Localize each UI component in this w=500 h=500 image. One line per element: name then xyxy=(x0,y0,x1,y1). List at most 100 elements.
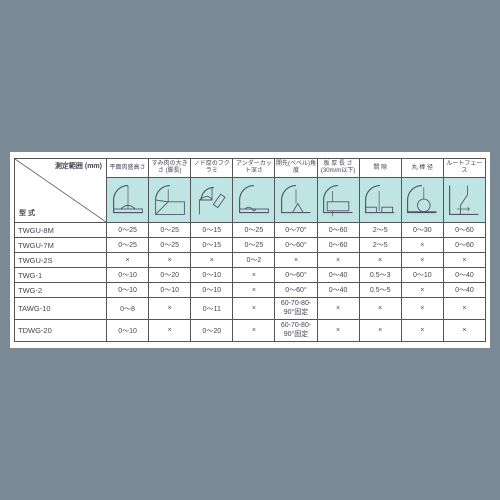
value-cell: × xyxy=(107,253,149,268)
value-cell: × xyxy=(317,320,359,342)
value-cell: × xyxy=(149,320,191,342)
value-cell: × xyxy=(149,253,191,268)
value-cell: × xyxy=(443,320,485,342)
model-cell: TWGU-7M xyxy=(15,238,107,253)
value-cell: 0～60° xyxy=(275,283,317,298)
spec-table: 測定範囲 (mm) 型 式 平面肉盛高さ すみ肉の大きさ (脚長) ノド厚のフク… xyxy=(14,158,486,342)
value-cell: 0～25 xyxy=(107,223,149,238)
diagram-icon xyxy=(149,178,191,223)
diagram-icon xyxy=(359,178,401,223)
col-hdr-1: すみ肉の大きさ (脚長) xyxy=(149,159,191,178)
value-cell: 0～10 xyxy=(107,320,149,342)
value-cell: 0～10 xyxy=(107,268,149,283)
value-cell: 2～5 xyxy=(359,223,401,238)
col-hdr-3: アンダーカット深さ xyxy=(233,159,275,178)
model-cell: TWGU-2S xyxy=(15,253,107,268)
value-cell: × xyxy=(191,253,233,268)
col-hdr-7: 丸 棒 径 xyxy=(401,159,443,178)
value-cell: 0～40 xyxy=(443,268,485,283)
value-cell: 0～60 xyxy=(317,223,359,238)
value-cell: 60-70-80-90°固定 xyxy=(275,320,317,342)
value-cell: 0～10 xyxy=(149,283,191,298)
value-cell: × xyxy=(233,268,275,283)
diagram-icon xyxy=(275,178,317,223)
table-row: TWG-20～100～100～10×0～60°0～400.5～5×0～40 xyxy=(15,283,486,298)
value-cell: 0.5～3 xyxy=(359,268,401,283)
table-row: TAWG-100～8×0～11×60-70-80-90°固定×××× xyxy=(15,298,486,320)
value-cell: × xyxy=(443,253,485,268)
value-cell: 0～40 xyxy=(317,283,359,298)
value-cell: × xyxy=(317,253,359,268)
table-row: TWGU-8M0～250～250～150～250～70°0～602～50～300… xyxy=(15,223,486,238)
value-cell: 0～70° xyxy=(275,223,317,238)
value-cell: 0～25 xyxy=(149,223,191,238)
model-cell: TWG-1 xyxy=(15,268,107,283)
col-hdr-6: 間 隙 xyxy=(359,159,401,178)
value-cell: 0～60 xyxy=(443,223,485,238)
value-cell: 0～10 xyxy=(191,268,233,283)
value-cell: × xyxy=(401,238,443,253)
value-cell: 60-70-80-90°固定 xyxy=(275,298,317,320)
value-cell: 0.5～5 xyxy=(359,283,401,298)
value-cell: 0～15 xyxy=(191,238,233,253)
value-cell: × xyxy=(401,283,443,298)
value-cell: 0～25 xyxy=(149,238,191,253)
corner-header: 測定範囲 (mm) 型 式 xyxy=(15,159,107,223)
value-cell: 2～5 xyxy=(359,238,401,253)
value-cell: 0～60 xyxy=(443,238,485,253)
value-cell: 0～2 xyxy=(233,253,275,268)
spec-sheet: 測定範囲 (mm) 型 式 平面肉盛高さ すみ肉の大きさ (脚長) ノド厚のフク… xyxy=(10,152,490,348)
value-cell: × xyxy=(401,298,443,320)
value-cell: 0～40 xyxy=(317,268,359,283)
model-cell: TAWG-10 xyxy=(15,298,107,320)
value-cell: 0～10 xyxy=(107,283,149,298)
value-cell: 0～40 xyxy=(443,283,485,298)
table-body: TWGU-8M0～250～250～150～250～70°0～602～50～300… xyxy=(15,223,486,342)
value-cell: × xyxy=(275,253,317,268)
value-cell: 0～20 xyxy=(191,320,233,342)
model-cell: TWGU-8M xyxy=(15,223,107,238)
value-cell: × xyxy=(149,298,191,320)
value-cell: × xyxy=(401,253,443,268)
col-hdr-5: 板 厚 長 さ (30m/m以下) xyxy=(317,159,359,178)
value-cell: × xyxy=(233,320,275,342)
value-cell: 0～25 xyxy=(233,223,275,238)
range-label: 測定範囲 (mm) xyxy=(55,163,102,171)
value-cell: × xyxy=(401,320,443,342)
diagram-icon xyxy=(317,178,359,223)
value-cell: 0～20 xyxy=(149,268,191,283)
diagram-icon xyxy=(191,178,233,223)
model-cell: TWG-2 xyxy=(15,283,107,298)
value-cell: 0～25 xyxy=(233,238,275,253)
value-cell: × xyxy=(359,253,401,268)
value-cell: 0～60° xyxy=(275,268,317,283)
diagram-icon xyxy=(443,178,485,223)
table-row: TWG-10～100～200～10×0～60°0～400.5～30～100～40 xyxy=(15,268,486,283)
value-cell: × xyxy=(317,298,359,320)
value-cell: 0～8 xyxy=(107,298,149,320)
diagram-icon xyxy=(401,178,443,223)
value-cell: 0～30 xyxy=(401,223,443,238)
col-hdr-2: ノド厚のフクラミ xyxy=(191,159,233,178)
table-row: TWGU-7M0～250～250～150～250～60°0～602～5×0～60 xyxy=(15,238,486,253)
col-hdr-4: 開先(ベベル)角度 xyxy=(275,159,317,178)
diagram-icon xyxy=(107,178,149,223)
value-cell: × xyxy=(443,298,485,320)
value-cell: 0～25 xyxy=(107,238,149,253)
table-row: TDWG-200～10×0～20×60-70-80-90°固定×××× xyxy=(15,320,486,342)
value-cell: × xyxy=(233,298,275,320)
value-cell: 0～60° xyxy=(275,238,317,253)
value-cell: 0～11 xyxy=(191,298,233,320)
value-cell: × xyxy=(359,320,401,342)
value-cell: 0～10 xyxy=(401,268,443,283)
model-label: 型 式 xyxy=(19,208,35,218)
col-hdr-8: ルートフェース xyxy=(443,159,485,178)
diagram-icon xyxy=(233,178,275,223)
value-cell: × xyxy=(359,298,401,320)
model-cell: TDWG-20 xyxy=(15,320,107,342)
col-hdr-0: 平面肉盛高さ xyxy=(107,159,149,178)
table-row: TWGU-2S×××0～2××××× xyxy=(15,253,486,268)
value-cell: × xyxy=(233,283,275,298)
value-cell: 0～60 xyxy=(317,238,359,253)
value-cell: 0～10 xyxy=(191,283,233,298)
